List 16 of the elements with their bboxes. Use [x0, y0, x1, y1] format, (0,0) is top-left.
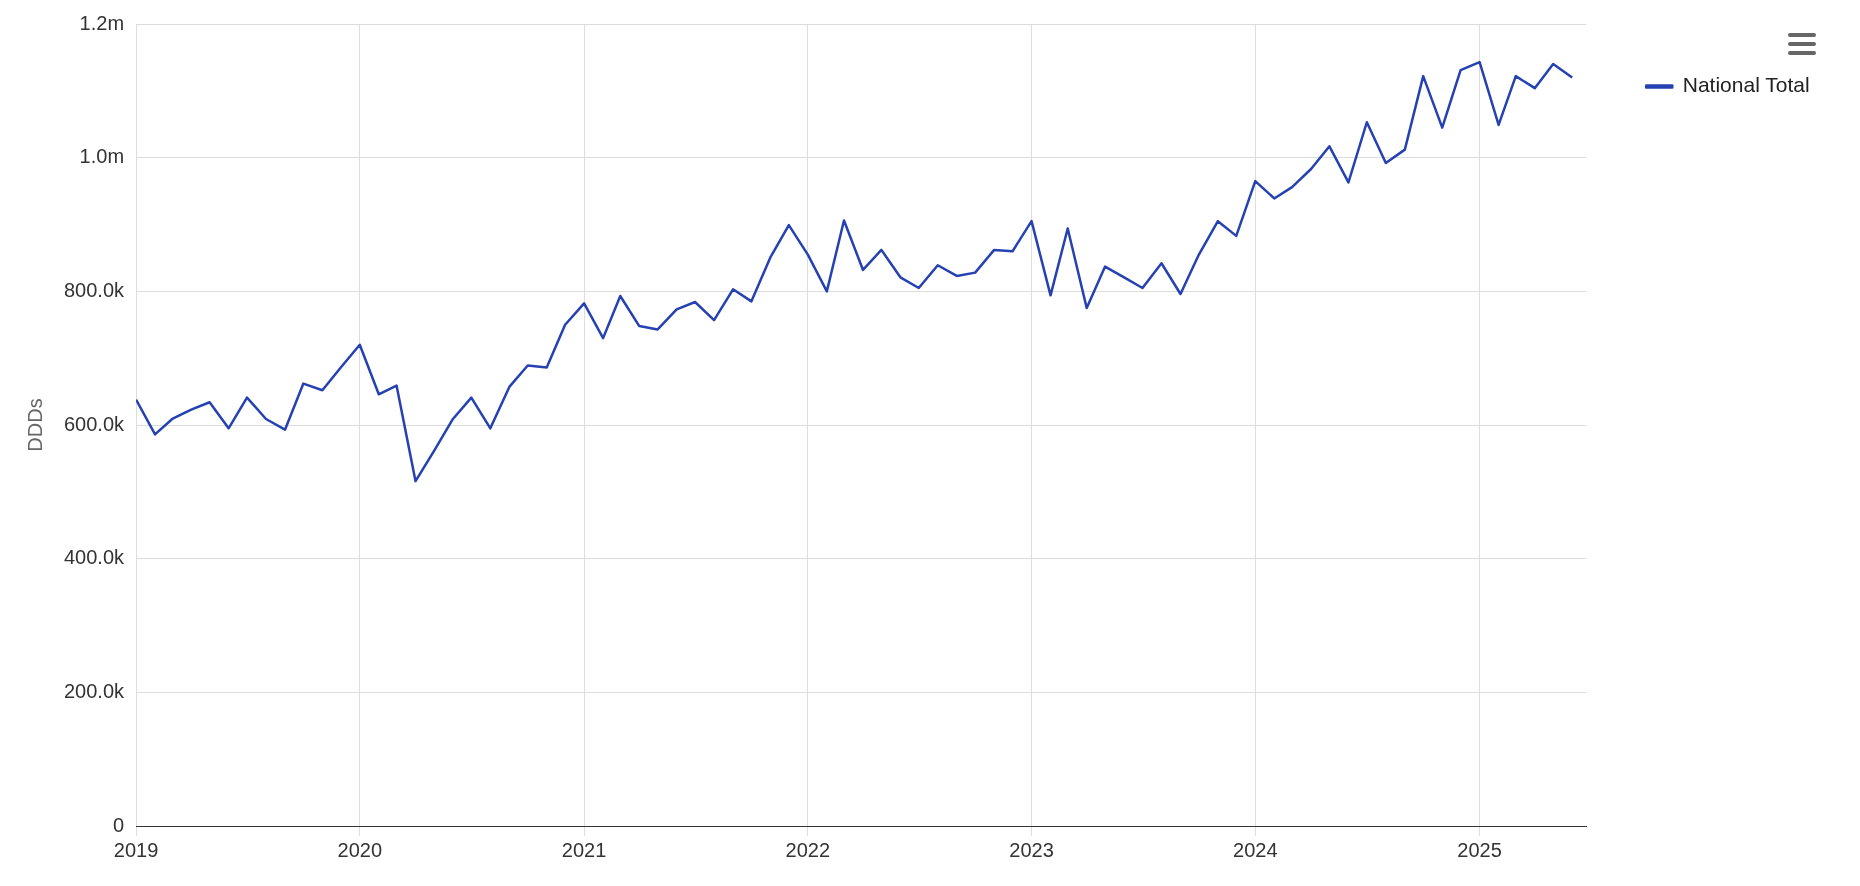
x-tick-label: 2021: [561, 838, 607, 861]
x-tick-label: 2024: [1233, 838, 1278, 861]
x-tick-label: 2025: [1457, 838, 1502, 861]
y-tick-label: 400.0k: [63, 546, 126, 569]
x-tick-label: 2019: [113, 838, 159, 861]
y-tick-label: 1.2m: [79, 11, 125, 34]
x-tick-label: 2023: [1009, 838, 1054, 861]
y-tick-label: 600.0k: [63, 412, 126, 435]
y-tick-label: 200.0k: [63, 679, 126, 702]
y-tick-label: 1.0m: [79, 145, 125, 168]
y-tick-label: 0: [112, 813, 125, 836]
x-tick-label: 2022: [785, 838, 831, 861]
x-tick-label: 2020: [337, 838, 383, 861]
y-tick-label: 800.0k: [63, 278, 126, 301]
y-axis-title: DDDs: [23, 398, 46, 452]
legend-label: National Total: [1682, 73, 1810, 97]
